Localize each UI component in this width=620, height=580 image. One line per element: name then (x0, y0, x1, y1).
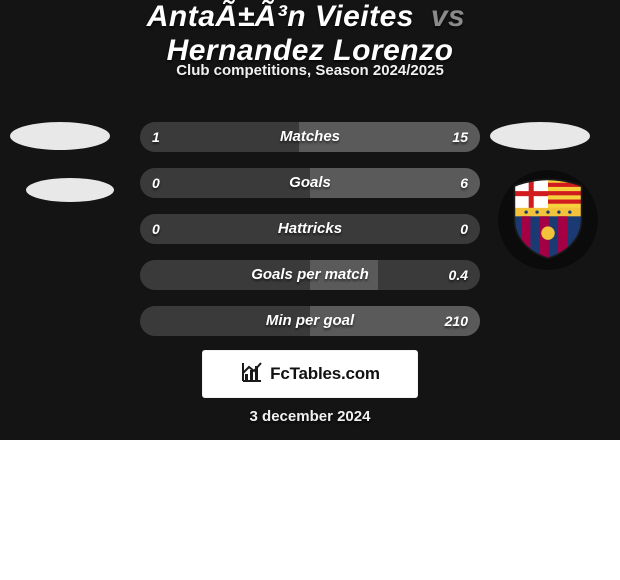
club-badge-icon (506, 176, 590, 265)
brand-chart-icon (240, 360, 264, 389)
stat-bars: 115Matches 06Goals 00Hattricks 0.4Goals per… (140, 122, 480, 352)
vs-label: vs (431, 0, 465, 33)
page-title: AntaÃ±Ã³n Vieites vs Hernandez Lorenzo (0, 0, 620, 68)
stat-label: Hattricks (140, 214, 480, 244)
stat-row: 00Hattricks (140, 214, 480, 244)
club-badge (498, 170, 598, 270)
stat-label: Goals (140, 168, 480, 198)
player1-photo-blob-a (10, 122, 110, 150)
comparison-panel: AntaÃ±Ã³n Vieites vs Hernandez Lorenzo C… (0, 0, 620, 440)
stat-row: 210Min per goal (140, 306, 480, 336)
stat-row: 06Goals (140, 168, 480, 198)
player1-photo-blob-b (26, 178, 114, 202)
stat-label: Min per goal (140, 306, 480, 336)
stat-label: Goals per match (140, 260, 480, 290)
player2-photo-blob-a (490, 122, 590, 150)
brand-text: FcTables.com (270, 364, 380, 384)
player1-name: AntaÃ±Ã³n Vieites (147, 0, 414, 33)
date-text: 3 december 2024 (0, 408, 620, 425)
stat-label: Matches (140, 122, 480, 152)
brand-box: FcTables.com (202, 350, 418, 398)
stat-row: 0.4Goals per match (140, 260, 480, 290)
subtitle: Club competitions, Season 2024/2025 (0, 62, 620, 79)
stage: AntaÃ±Ã³n Vieites vs Hernandez Lorenzo C… (0, 0, 620, 580)
stat-row: 115Matches (140, 122, 480, 152)
